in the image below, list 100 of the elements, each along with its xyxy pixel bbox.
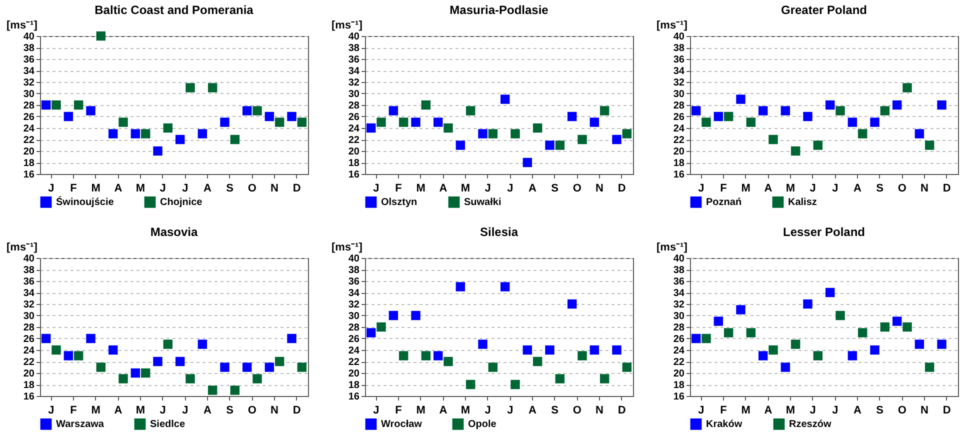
y-tick-label: 28: [348, 322, 360, 334]
y-axis-title: [ms⁻¹]: [6, 242, 38, 254]
x-tick-label: S: [876, 182, 884, 194]
x-tick-label: M: [741, 182, 750, 194]
chart-title: Masovia: [150, 225, 198, 239]
y-tick-label: 30: [673, 89, 685, 100]
y-tick-label: 16: [23, 392, 35, 402]
x-tick-label: J: [507, 404, 514, 416]
x-tick-label: S: [226, 182, 234, 194]
x-tick-label: A: [764, 182, 772, 194]
y-tick-label: 24: [673, 124, 685, 134]
y-tick-label: 22: [348, 357, 360, 368]
y-tick-label: 30: [348, 89, 360, 100]
y-tick-label: 40: [673, 32, 685, 42]
y-tick-label: 34: [673, 288, 685, 299]
x-tick-label: N: [596, 404, 604, 416]
x-tick-label: O: [572, 404, 582, 416]
x-tick-label: O: [572, 182, 582, 194]
y-tick-label: 20: [348, 146, 360, 158]
x-tick-label: J: [832, 182, 838, 194]
y-tick-label: 36: [348, 54, 360, 66]
legend-label: Opole: [468, 419, 497, 430]
y-tick-label: 28: [673, 322, 685, 334]
legend-label: Kraków: [706, 419, 742, 430]
x-tick-label: J: [373, 404, 380, 416]
y-tick-label: 22: [23, 135, 35, 146]
y-tick-label: 38: [348, 43, 360, 54]
x-tick-label: F: [720, 404, 728, 416]
y-tick-label: 16: [673, 170, 685, 180]
legend-label: Wrocław: [381, 419, 422, 430]
x-tick-label: J: [698, 182, 704, 194]
y-tick-label: 28: [23, 100, 35, 112]
legend-label: Siedlce: [150, 419, 186, 430]
x-tick-label: J: [810, 404, 816, 416]
y-axis-title: [ms⁻¹]: [332, 242, 363, 254]
legend-label: Warszawa: [56, 419, 104, 430]
y-tick-label: 32: [348, 78, 360, 88]
x-tick-label: M: [91, 182, 100, 194]
y-tick-label: 40: [348, 254, 360, 264]
x-tick-label: J: [182, 404, 188, 416]
y-tick-label: 34: [23, 288, 35, 299]
x-tick-label: M: [460, 182, 470, 194]
x-tick-label: D: [942, 182, 951, 194]
y-tick-label: 20: [23, 146, 35, 158]
chart-title: Baltic Coast and Pomerania: [94, 3, 254, 17]
x-tick-label: A: [528, 182, 537, 194]
y-tick-label: 24: [348, 124, 360, 134]
y-tick-label: 26: [348, 334, 360, 345]
x-tick-label: S: [551, 404, 559, 416]
x-tick-label: S: [226, 404, 234, 416]
x-tick-label: N: [920, 404, 929, 416]
x-tick-label: N: [596, 182, 604, 194]
y-tick-label: 38: [673, 265, 685, 276]
y-tick-label: 28: [673, 100, 685, 112]
legend-label: Chojnice: [160, 197, 203, 208]
x-tick-label: A: [764, 404, 772, 416]
x-tick-label: D: [292, 404, 301, 416]
y-tick-label: 40: [348, 32, 360, 42]
y-tick-label: 32: [23, 300, 35, 310]
x-tick-label: M: [741, 404, 750, 416]
y-tick-label: 36: [23, 276, 35, 288]
y-tick-label: 20: [673, 146, 685, 158]
x-tick-label: O: [248, 182, 257, 194]
x-tick-label: M: [136, 182, 146, 194]
chart-title: Silesia: [480, 225, 518, 239]
y-tick-label: 24: [23, 346, 35, 356]
y-tick-label: 40: [23, 254, 35, 264]
legend-label: Olsztyn: [381, 197, 418, 208]
x-tick-label: A: [854, 404, 862, 416]
x-tick-label: J: [48, 182, 54, 194]
chart-title: Lesser Poland: [782, 225, 866, 239]
y-tick-label: 32: [673, 300, 685, 310]
x-tick-label: F: [70, 404, 78, 416]
x-tick-label: A: [528, 404, 537, 416]
x-tick-label: A: [854, 182, 862, 194]
y-tick-label: 34: [348, 66, 360, 77]
x-tick-label: N: [270, 404, 279, 416]
y-tick-label: 22: [673, 135, 685, 146]
y-tick-label: 34: [348, 288, 360, 299]
y-axis-title: [ms⁻¹]: [6, 20, 38, 32]
y-tick-label: 38: [23, 265, 35, 276]
y-tick-label: 16: [348, 392, 360, 402]
x-tick-label: A: [439, 404, 448, 416]
x-tick-label: J: [810, 182, 816, 194]
y-tick-label: 18: [348, 158, 360, 169]
y-tick-label: 20: [348, 368, 360, 380]
x-tick-label: J: [698, 404, 704, 416]
y-tick-label: 26: [673, 334, 685, 345]
x-tick-label: J: [507, 182, 514, 194]
y-tick-label: 30: [673, 311, 685, 322]
y-tick-label: 38: [348, 265, 360, 276]
x-tick-label: M: [460, 404, 470, 416]
x-tick-label: S: [876, 404, 884, 416]
x-tick-label: D: [618, 404, 626, 416]
x-tick-label: F: [395, 182, 402, 194]
x-tick-label: M: [91, 404, 100, 416]
x-tick-label: O: [248, 404, 257, 416]
y-tick-label: 40: [23, 32, 35, 42]
x-tick-label: A: [114, 404, 122, 416]
x-tick-label: J: [484, 404, 491, 416]
